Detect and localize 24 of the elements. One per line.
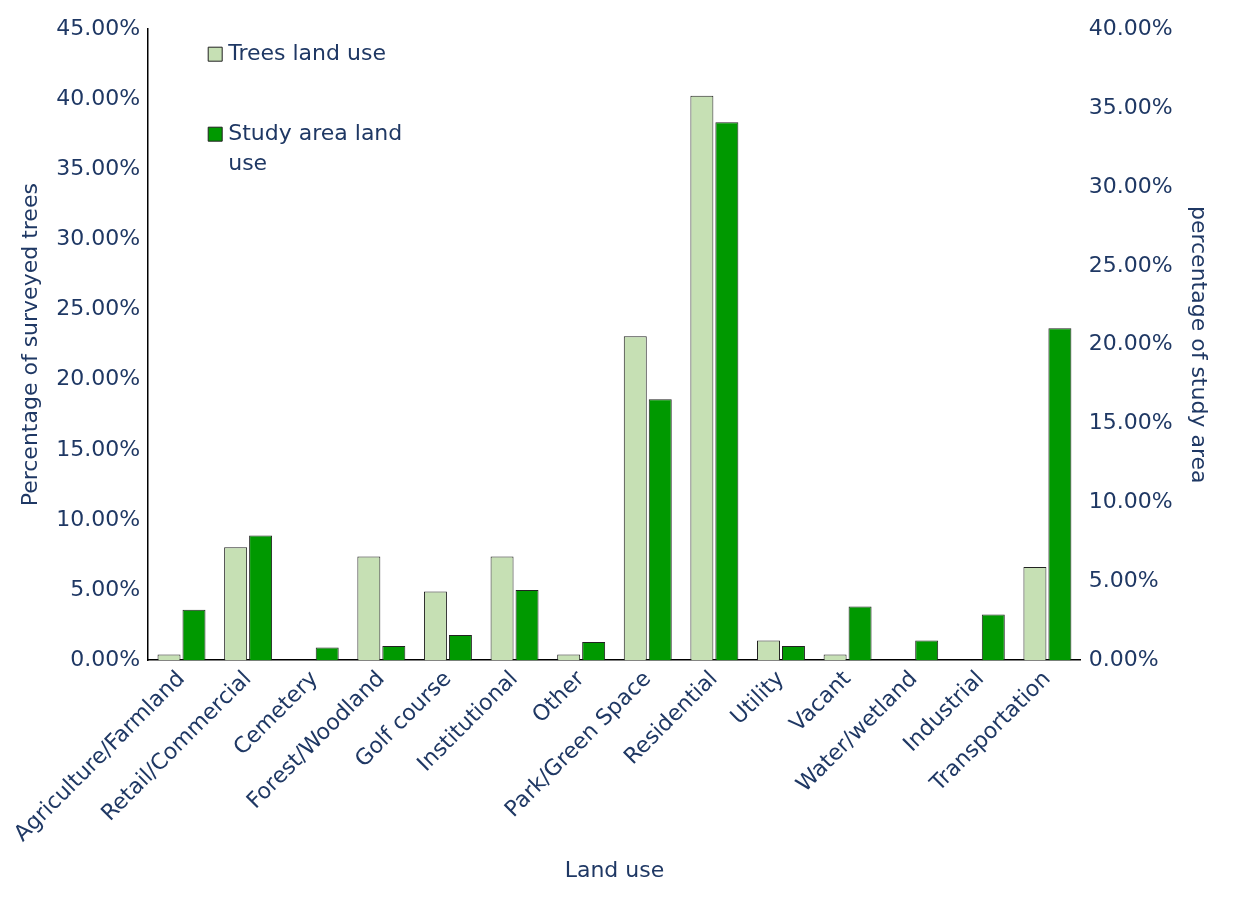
- y-tick-label: 15.00%: [56, 435, 141, 461]
- y-tick-label: 0.00%: [70, 645, 141, 671]
- y2-tick-label: 5.00%: [1088, 567, 1159, 593]
- y2-tick-label: 25.00%: [1088, 251, 1173, 277]
- y-tick-label: 45.00%: [56, 14, 141, 40]
- y-tick-label: 30.00%: [56, 225, 141, 251]
- y2-axis-title: percentage of study area: [1187, 205, 1213, 484]
- y2-tick-label: 0.00%: [1088, 645, 1159, 671]
- y2-tick-label: 10.00%: [1088, 488, 1173, 514]
- y2-tick-label: 35.00%: [1088, 93, 1173, 119]
- legend-label: Trees land use: [227, 39, 386, 65]
- y-tick-label: 25.00%: [56, 295, 141, 321]
- y-tick-label: 10.00%: [56, 505, 141, 531]
- y-tick-label: 40.00%: [56, 85, 141, 111]
- y2-tick-label: 30.00%: [1088, 172, 1173, 198]
- y2-tick-label: 20.00%: [1088, 330, 1173, 356]
- y-axis-title: Percentage of surveyed trees: [16, 183, 42, 507]
- y-tick-label: 20.00%: [56, 365, 141, 391]
- y2-tick-label: 15.00%: [1088, 409, 1173, 435]
- x-axis-title: Land use: [564, 856, 665, 882]
- y2-tick-label: 40.00%: [1088, 14, 1173, 40]
- y-tick-label: 35.00%: [56, 155, 141, 181]
- legend-label: Study area land use: [228, 119, 403, 175]
- y-tick-label: 5.00%: [70, 575, 141, 601]
